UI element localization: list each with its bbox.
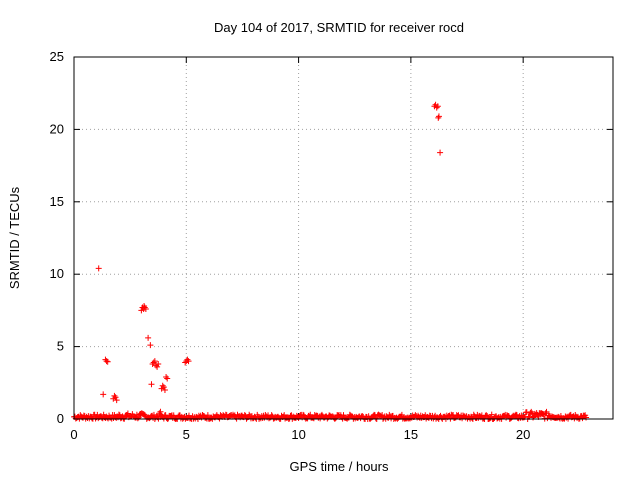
data-point <box>145 334 152 341</box>
y-axis-label: SRMTID / TECUs <box>7 186 22 289</box>
data-point <box>100 391 107 398</box>
y-tick-label: 15 <box>50 194 64 209</box>
y-tick-label: 10 <box>50 266 64 281</box>
axis-ticks: 0 5 10 15 20 0 5 10 15 20 25 <box>50 49 613 442</box>
x-tick-label: 10 <box>291 427 305 442</box>
data-point <box>433 104 440 111</box>
x-tick-label: 0 <box>70 427 77 442</box>
data-point <box>115 411 122 418</box>
data-point <box>134 415 141 422</box>
data-point <box>204 412 211 419</box>
data-point <box>147 342 154 349</box>
data-points <box>71 101 590 422</box>
data-point <box>488 411 495 418</box>
data-point <box>159 382 166 389</box>
data-point <box>104 358 111 365</box>
y-tick-label: 5 <box>57 339 64 354</box>
data-point <box>184 356 191 363</box>
x-tick-label: 5 <box>183 427 190 442</box>
data-point <box>160 384 167 391</box>
y-tick-label: 25 <box>50 49 64 64</box>
data-point <box>112 394 119 401</box>
data-point <box>543 408 550 415</box>
chart-title: Day 104 of 2017, SRMTID for receiver roc… <box>214 20 464 35</box>
data-point <box>164 375 171 382</box>
data-point <box>287 412 294 419</box>
data-point <box>268 412 275 419</box>
data-point <box>111 392 118 399</box>
data-point <box>170 412 177 419</box>
data-point <box>246 411 253 418</box>
data-point <box>162 412 169 419</box>
data-point <box>161 387 168 394</box>
data-point <box>141 304 148 311</box>
data-point <box>142 305 149 312</box>
data-point <box>155 360 162 367</box>
data-point <box>185 358 192 365</box>
data-point <box>437 149 444 156</box>
data-point <box>103 358 110 365</box>
data-point <box>148 381 155 388</box>
data-point <box>113 397 120 404</box>
y-tick-label: 20 <box>50 121 64 136</box>
x-tick-label: 15 <box>404 427 418 442</box>
data-point <box>435 113 442 120</box>
data-point <box>154 363 161 370</box>
data-point <box>332 415 339 422</box>
data-point <box>157 408 164 415</box>
data-point <box>163 374 170 381</box>
data-point <box>435 114 442 121</box>
data-point <box>434 103 441 110</box>
data-point <box>539 411 546 418</box>
data-point <box>156 410 163 417</box>
data-point <box>95 265 102 272</box>
grid-lines <box>74 57 613 419</box>
y-tick-label: 0 <box>57 411 64 426</box>
x-tick-label: 20 <box>516 427 530 442</box>
x-axis-label: GPS time / hours <box>290 459 389 474</box>
data-point <box>483 412 490 419</box>
data-point <box>324 415 331 422</box>
plot-frame <box>73 56 614 420</box>
data-point <box>151 358 158 365</box>
